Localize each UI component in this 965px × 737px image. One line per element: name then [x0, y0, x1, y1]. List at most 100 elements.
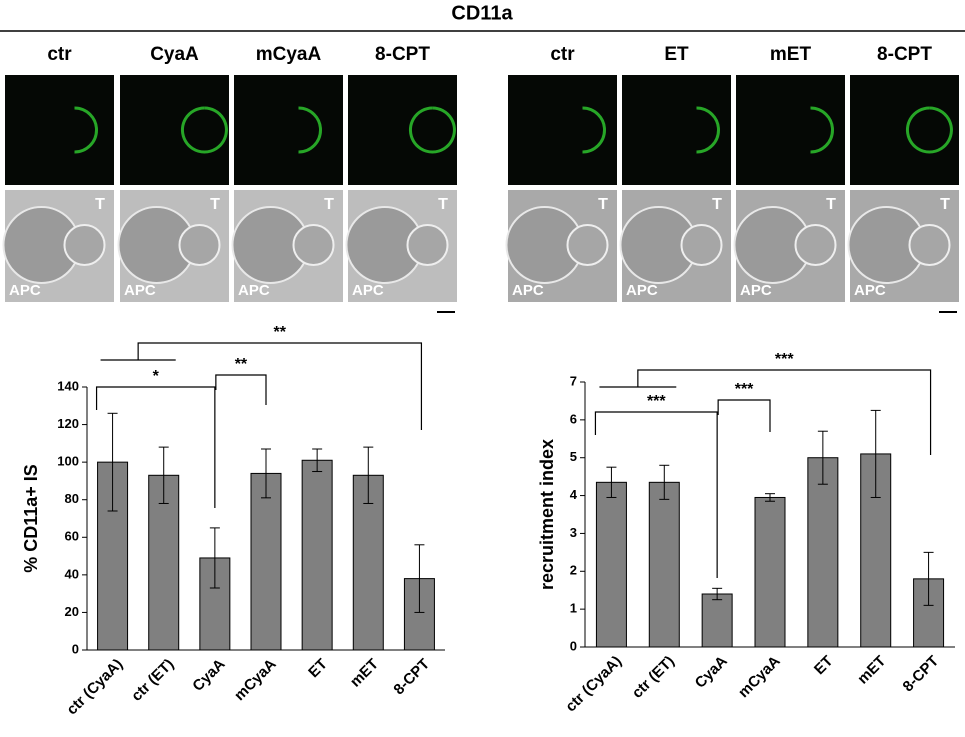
error-bar [870, 409, 881, 498]
error-bar [606, 466, 617, 498]
cd11a-signal [408, 106, 456, 154]
y-tick-label: 4 [570, 487, 578, 502]
column-label: ET [664, 44, 689, 65]
x-tick-label: ctr (ET) [629, 653, 678, 702]
t-label: T [95, 196, 105, 213]
figure-title: CD11a [451, 2, 513, 24]
y-tick-label: 0 [570, 638, 577, 653]
significance-bracket [95, 386, 216, 508]
error-bar [261, 448, 271, 499]
y-tick-label: 6 [570, 411, 577, 426]
significance-bracket [215, 374, 267, 405]
x-tick-label: mCyaA [231, 655, 280, 704]
t-cell [292, 224, 335, 266]
t-cell [178, 224, 221, 266]
error-bar [312, 448, 323, 473]
bar [807, 457, 839, 648]
significance-label: *** [735, 381, 754, 398]
column-label: ctr [47, 44, 72, 65]
y-tick-label: 80 [65, 491, 79, 506]
apc-label: APC [854, 282, 886, 299]
y-tick-label: 2 [570, 563, 577, 578]
x-tick-label: 8-CPT [900, 653, 943, 696]
y-tick-label: 0 [72, 641, 79, 656]
cd11a-signal [582, 106, 606, 154]
error-bar [107, 412, 118, 512]
fluorescence-image [234, 75, 343, 185]
t-label: T [210, 196, 220, 213]
apc-label: APC [626, 282, 658, 299]
bar [352, 474, 384, 651]
significance-label: *** [775, 351, 794, 368]
fluorescence-image [120, 75, 229, 185]
t-cell [680, 224, 723, 266]
bar [301, 459, 333, 651]
bar [648, 481, 680, 648]
column-label: CyaA [150, 44, 199, 65]
y-tick-label: 140 [57, 378, 79, 393]
x-tick-label: 8-CPT [390, 656, 433, 699]
significance-bracket [599, 369, 932, 455]
significance-label: *** [647, 393, 666, 410]
x-tick-label: mET [347, 656, 382, 691]
y-tick-label: 20 [65, 604, 79, 619]
fluorescence-image [508, 75, 617, 185]
y-tick-label: 60 [65, 529, 79, 544]
x-tick-label: ctr (CyaA) [63, 656, 126, 719]
column-label: ctr [550, 44, 575, 65]
x-tick-label: ET [305, 656, 331, 682]
fluorescence-image [736, 75, 845, 185]
apc-label: APC [124, 282, 156, 299]
y-axis-label: recruitment index [537, 439, 557, 590]
cd11a-signal [298, 106, 322, 154]
t-label: T [826, 196, 836, 213]
significance-label: * [153, 368, 160, 385]
cd11a-signal [696, 106, 720, 154]
column-label: 8-CPT [375, 44, 430, 65]
cd11a-signal [180, 106, 228, 154]
column-label: 8-CPT [877, 44, 932, 65]
x-tick-label: mET [854, 653, 889, 688]
t-cell [566, 224, 609, 266]
fluorescence-image [850, 75, 959, 185]
y-tick-label: 100 [57, 454, 79, 469]
fluorescence-image [622, 75, 731, 185]
apc-label: APC [9, 282, 41, 299]
error-bar [765, 493, 775, 502]
error-bar [209, 527, 220, 589]
x-tick-label: mCyaA [735, 652, 784, 701]
error-bar [158, 446, 169, 504]
t-cell [794, 224, 837, 266]
bar [250, 472, 282, 651]
cd11a-signal [74, 106, 98, 154]
apc-label: APC [352, 282, 384, 299]
cd11a-signal [810, 106, 834, 154]
x-tick-label: CyaA [692, 653, 731, 692]
y-tick-label: 120 [57, 416, 79, 431]
apc-label: APC [238, 282, 270, 299]
y-tick-label: 7 [570, 373, 577, 388]
t-cell [63, 224, 106, 266]
bar [701, 593, 733, 648]
y-axis-label: % CD11a+ IS [21, 464, 41, 573]
y-tick-label: 5 [570, 449, 577, 464]
cd11a-signal [905, 106, 953, 154]
significance-label: ** [274, 324, 287, 341]
y-tick-label: 40 [65, 566, 79, 581]
bar [148, 474, 180, 651]
t-label: T [940, 196, 950, 213]
bar [595, 481, 627, 648]
error-bar [659, 464, 670, 500]
column-label: mET [770, 44, 812, 65]
significance-label: ** [235, 356, 248, 373]
error-bar [712, 587, 723, 601]
significance-bracket [100, 342, 423, 430]
x-tick-label: ctr (CyaA) [562, 653, 625, 716]
column-label: mCyaA [256, 44, 322, 65]
significance-bracket [717, 399, 771, 432]
y-tick-label: 1 [570, 601, 577, 616]
t-label: T [598, 196, 608, 213]
error-bar [414, 544, 425, 613]
t-label: T [438, 196, 448, 213]
